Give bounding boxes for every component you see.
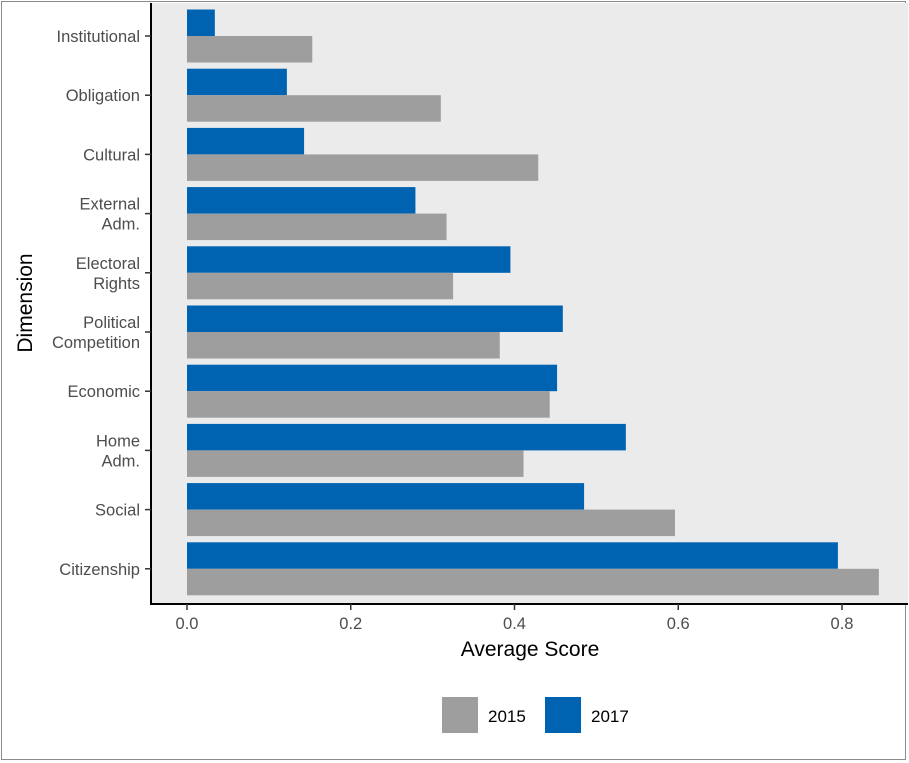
y-tick-label-cultural: Cultural (83, 146, 140, 164)
y-tick-label-electoral-rights: Electoral Rights (76, 255, 140, 293)
y-tick-label-economic: Economic (68, 383, 140, 401)
y-tick-label-line: Home (96, 432, 140, 450)
legend-label-2015: 2015 (488, 707, 526, 726)
bars-layer (187, 9, 879, 596)
y-tick-label-home-adm-: Home Adm. (96, 432, 140, 470)
bar-2015-obligation (187, 95, 441, 122)
y-tick-label-line: Electoral (76, 255, 140, 273)
bar-2017-cultural (187, 127, 305, 155)
y-tick-label-line: Obligation (66, 87, 140, 105)
bar-2017-electoral-rights (187, 246, 511, 273)
y-tick-label-line: Rights (93, 275, 140, 293)
legend: 2015 2017 (442, 697, 629, 733)
x-tick-label: 0.2 (339, 615, 362, 633)
y-tick-label-line: Social (95, 502, 140, 520)
x-tick-label: 0.4 (503, 615, 526, 633)
y-tick-label-line: Economic (68, 383, 140, 401)
bar-2015-institutional (187, 36, 313, 63)
bar-2015-external-adm- (187, 213, 447, 241)
bar-2015-electoral-rights (187, 272, 454, 300)
bar-2017-social (187, 483, 585, 510)
legend-swatch-2015 (442, 697, 478, 733)
bar-2017-economic (187, 364, 558, 392)
x-axis-title: Average Score (461, 638, 600, 661)
y-tick-label-obligation: Obligation (66, 87, 140, 105)
y-tick-label-political-competition: Political Competition (52, 314, 140, 352)
y-tick-label-external-adm-: External Adm. (79, 196, 140, 234)
bar-2017-citizenship (187, 542, 838, 569)
x-tick-label: 0.6 (667, 615, 690, 633)
y-axis-ticks: Institutional Obligation Cultural External A… (52, 28, 151, 579)
y-tick-label-line: Institutional (57, 28, 140, 46)
y-tick-label-line: Political (83, 314, 140, 332)
y-tick-label-institutional: Institutional (57, 28, 140, 46)
y-tick-label-line: Adm. (101, 216, 140, 234)
bar-2015-social (187, 509, 675, 537)
y-tick-label-line: External (79, 196, 140, 214)
y-tick-label-social: Social (95, 502, 140, 520)
bar-2017-obligation (187, 68, 287, 96)
y-tick-label-line: Cultural (83, 146, 140, 164)
y-axis-title: Dimension (14, 253, 37, 352)
x-tick-label: 0.0 (176, 615, 199, 633)
y-tick-label-line: Competition (52, 334, 140, 352)
bar-2015-political-competition (187, 332, 500, 359)
bar-2017-home-adm- (187, 423, 626, 451)
legend-swatch-2017 (545, 697, 581, 733)
bar-2017-institutional (187, 9, 215, 36)
bar-2015-economic (187, 391, 550, 418)
y-tick-label-line: Citizenship (59, 561, 140, 579)
bar-2015-citizenship (187, 568, 879, 596)
y-tick-label-line: Adm. (101, 452, 140, 470)
bar-2015-cultural (187, 154, 539, 181)
bar-2015-home-adm- (187, 450, 524, 477)
bar-2017-external-adm- (187, 187, 416, 214)
x-tick-label: 0.8 (831, 615, 854, 633)
bar-2017-political-competition (187, 305, 563, 332)
y-tick-label-citizenship: Citizenship (59, 561, 140, 579)
x-axis-ticks: 0.0 0.2 0.4 0.6 0.8 (176, 604, 854, 633)
legend-label-2017: 2017 (591, 707, 629, 726)
